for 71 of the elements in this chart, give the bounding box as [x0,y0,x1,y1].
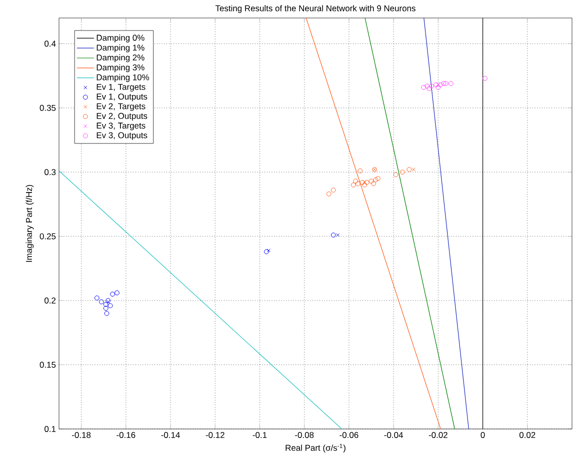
point [353,178,358,184]
chart-title: Testing Results of the Neural Network with 9 Neurons [215,5,416,13]
point [110,292,115,297]
y-tick-label: 0.4 [44,40,56,47]
y-tick-label: 0.2 [44,298,56,304]
point [358,168,363,174]
x-tick-label: -0.02 [428,432,448,438]
legend-label: Damping 10% [96,74,150,82]
point [436,84,441,90]
x-tick-label: -0.12 [206,432,224,438]
point [400,170,405,175]
legend-label: Ev 1, Outputs [96,94,148,102]
point [266,248,270,252]
point [376,176,380,181]
legend-label: Damping 0% [96,34,144,42]
legend-label: Ev 2, Targets [96,103,146,111]
point [424,84,430,88]
point [406,167,412,172]
point [94,296,100,300]
legend-label: Damping 3% [96,64,144,72]
x-tick-label: -0.06 [340,432,358,438]
point [482,76,488,81]
point [106,298,111,303]
point [421,84,426,90]
x-tick-label: -0.16 [116,432,136,438]
x-tick-label: -0.18 [72,432,91,438]
point [114,290,120,296]
legend-label: Ev 2, Outputs [96,112,148,121]
y-tick-label: 0.25 [40,233,56,240]
point [103,306,108,311]
point [326,192,332,196]
point [393,172,398,178]
point [360,180,365,185]
legend-label: Ev 3, Outputs [96,132,148,140]
x-tick-label: 0.02 [519,432,536,438]
x-tick-label: -0.14 [161,432,180,438]
point [426,86,432,92]
legend-label: Damping 2% [96,54,144,62]
point [106,300,110,304]
x-tick-label: -0.1 [252,432,267,438]
y-tick-label: 0.3 [44,169,56,176]
legend-label: Damping 1% [96,44,144,52]
y-tick-label: 0.1 [44,426,56,432]
y-tick-label: 0.35 [40,104,56,111]
x-tick-label: -0.08 [295,432,314,438]
point [371,181,376,186]
point [103,302,108,307]
y-tick-label: 0.15 [40,362,56,368]
legend-label: Ev 3, Targets [96,122,146,130]
point [350,182,356,188]
point [434,82,438,88]
point [438,82,443,88]
point [330,188,336,193]
x-tick-label: 0 [480,432,485,438]
point [441,81,446,86]
x-axis-title: Real Part (σ/s$^{-1}$) [286,444,346,452]
point [448,81,454,86]
point [373,177,378,182]
point [443,81,448,86]
point [362,182,368,188]
point [104,310,110,316]
point [98,299,104,304]
y-axis-title: Imaginary Part (f/Hz) [26,184,34,262]
point [330,232,336,238]
legend-label: Ev 1, Targets [96,84,146,92]
point [108,303,113,308]
point [429,84,434,88]
point [264,249,269,254]
point [355,181,360,186]
x-tick-label: -0.04 [384,432,403,438]
point [368,178,374,184]
